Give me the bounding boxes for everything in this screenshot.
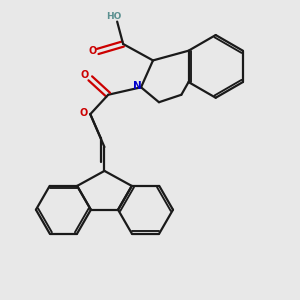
Text: O: O (80, 70, 88, 80)
Text: O: O (88, 46, 97, 56)
Text: N: N (133, 81, 142, 91)
Text: HO: HO (106, 12, 122, 21)
Text: O: O (80, 108, 88, 118)
